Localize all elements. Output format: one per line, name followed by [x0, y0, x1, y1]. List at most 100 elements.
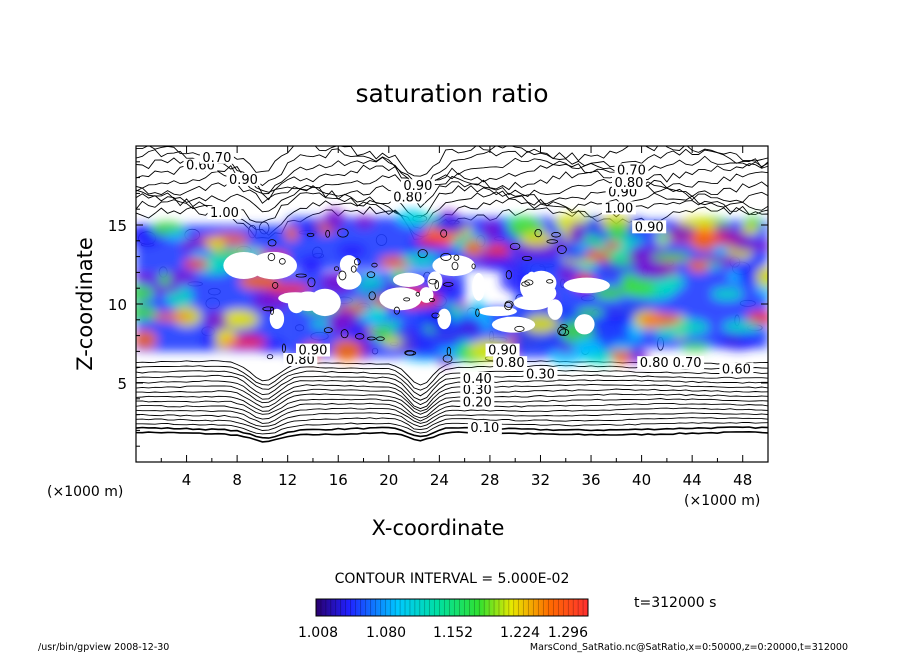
color-field-blobs	[136, 208, 768, 367]
contour-label: 0.10	[470, 421, 499, 436]
field-gap	[223, 252, 265, 280]
contour-label-bg	[295, 343, 330, 357]
field-blob	[401, 214, 441, 224]
contour-loop	[443, 282, 454, 287]
contour-loop	[338, 270, 347, 281]
contour-loop	[521, 281, 530, 287]
colorbar-tick-label: 1.080	[366, 625, 406, 641]
contour-line	[136, 370, 768, 397]
contour-loop	[429, 298, 435, 303]
y-axis-ticks: 5 10 15	[108, 161, 768, 447]
contour-label: 0.20	[463, 396, 492, 411]
contour-loop	[353, 258, 361, 266]
contour-labels: 0.100.200.300.400.800.90 0.900.800.600.70…	[183, 150, 754, 436]
z-unit-label: (×1000 m)	[47, 484, 123, 500]
contour-label-bg	[614, 163, 649, 177]
field-blob	[220, 309, 260, 330]
field-blob	[158, 272, 171, 287]
contour-loop	[366, 271, 376, 278]
contour-label-bg	[611, 176, 646, 190]
field-blob	[520, 231, 554, 247]
contour-loop	[404, 350, 415, 356]
contour-loop	[534, 228, 542, 238]
field-blob	[600, 313, 642, 324]
contour-interval-text: CONTOUR INTERVAL = 5.000E-02	[335, 571, 570, 587]
field-blob	[707, 254, 741, 264]
contour-label-bg	[390, 190, 425, 204]
field-blob	[568, 223, 586, 246]
field-blob	[651, 252, 691, 262]
contour-loop	[295, 273, 307, 278]
contour-label-bg	[460, 395, 495, 409]
contour-label-bg	[400, 179, 435, 193]
contour-label: 0.70	[673, 356, 702, 371]
colorbar-tick-label: 1.224	[500, 625, 540, 641]
field-blob	[206, 239, 227, 252]
field-blob	[201, 331, 218, 348]
field-blob	[136, 272, 154, 283]
contour-label: 0.30	[526, 367, 555, 382]
contour-label-bg	[637, 356, 672, 370]
field-blob	[620, 272, 639, 296]
field-gap	[379, 287, 422, 311]
contour-line	[136, 421, 768, 435]
x-unit-label: (×1000 m)	[684, 493, 760, 509]
contour-loop	[431, 312, 440, 319]
contour-loop	[442, 354, 453, 363]
field-gap	[472, 273, 486, 301]
field-blob	[180, 236, 203, 252]
field-blob	[603, 241, 622, 250]
contour-label-bg	[601, 201, 636, 215]
contour-label-bg	[226, 172, 261, 186]
contour-loop	[415, 291, 420, 297]
contour-loop	[366, 336, 376, 341]
contour-label: 0.60	[722, 363, 751, 378]
contour-loop	[556, 245, 567, 254]
contour-loop	[368, 291, 376, 301]
colorbar: 1.008 1.080 1.152 1.224 1.296	[298, 598, 589, 641]
contour-loop	[559, 324, 568, 329]
x-tick-label: 8	[232, 471, 242, 489]
field-gap	[491, 316, 536, 333]
contour-label-bg	[632, 220, 667, 234]
field-blob	[688, 258, 709, 273]
contour-loop	[440, 229, 448, 238]
footer-source: MarsCond_SatRatio.nc@SatRatio,x=0:50000,…	[530, 642, 848, 653]
contour-loop	[505, 270, 513, 280]
field-blob	[269, 283, 311, 296]
contour-label-bg	[719, 362, 754, 376]
contour-label: 0.80	[640, 356, 669, 371]
field-gap	[288, 294, 305, 314]
contour-loop	[267, 253, 276, 262]
footer-program: /usr/bin/gpview 2008-12-30	[38, 642, 169, 653]
field-blob	[609, 342, 635, 351]
field-blob	[337, 243, 367, 258]
contour-line	[136, 383, 768, 410]
field-blob	[224, 336, 268, 348]
field-blob	[433, 216, 468, 233]
field-gap	[574, 314, 595, 335]
contour-line	[136, 417, 768, 431]
field-blob	[482, 220, 501, 240]
contour-loop	[546, 239, 559, 244]
colorbar-gradient	[316, 599, 588, 616]
contour-label-bg	[207, 206, 242, 220]
contour-loop	[504, 301, 513, 311]
contour-label: 0.80	[614, 176, 643, 191]
contour-loop	[509, 242, 521, 251]
x-tick-label: 36	[581, 471, 600, 489]
field-blob	[711, 288, 743, 301]
field-gap	[269, 308, 285, 330]
contour-loop	[375, 336, 385, 341]
field-blob	[331, 339, 363, 362]
contour-line	[136, 393, 768, 415]
contour-line	[136, 148, 768, 188]
field-blob	[454, 318, 485, 335]
field-blob	[354, 215, 375, 229]
contour-line	[136, 163, 768, 193]
contour-loop	[350, 265, 357, 273]
contour-label: 0.90	[488, 344, 517, 359]
field-blob	[718, 333, 759, 351]
contour-loop	[475, 308, 480, 317]
